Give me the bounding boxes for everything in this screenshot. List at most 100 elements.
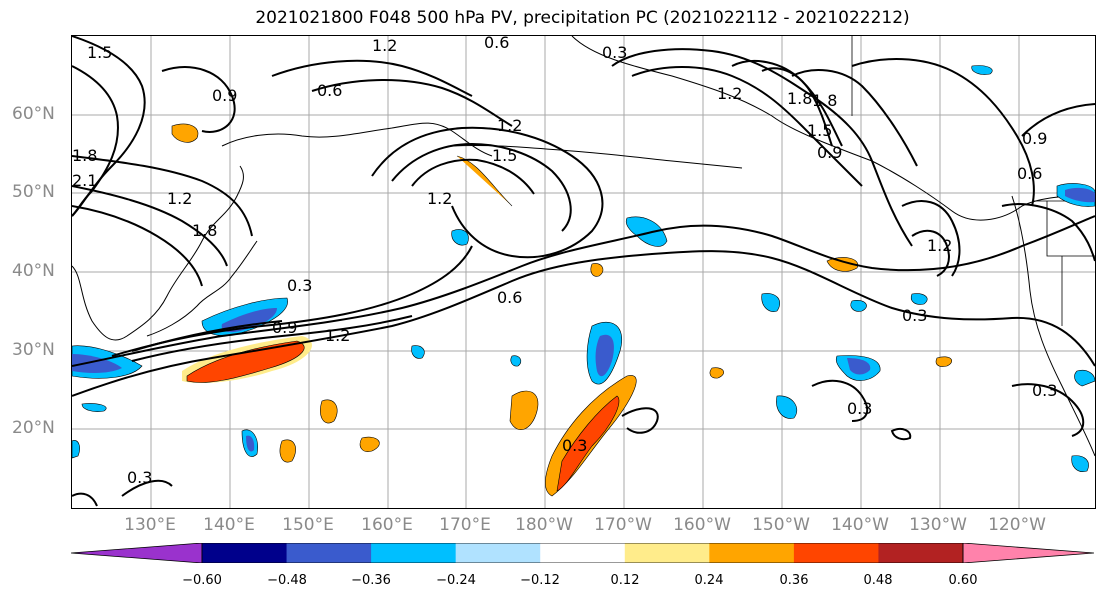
lon-label-130w: 130°W	[909, 515, 967, 535]
contour-1-2	[131, 315, 413, 362]
contour-east-3	[911, 229, 950, 277]
colorbar-arrow-right	[962, 543, 1094, 563]
lon-label-150e: 150°E	[282, 515, 334, 535]
borders	[851, 36, 1095, 326]
map-svg: 1.5 1.2 0.6 0.3 0.9 0.6 1.5 2.1 1.8 1.2 …	[72, 36, 1095, 508]
contour-0-3-south	[72, 250, 1095, 397]
colorbar-tick-label: −0.24	[436, 573, 476, 588]
contour-ne	[1021, 103, 1095, 137]
contour-east-2	[901, 200, 961, 277]
lon-label-130e: 130°E	[124, 515, 176, 535]
contour-label: 1.8	[192, 221, 217, 240]
contour-label: 1.2	[927, 236, 952, 255]
contour-west-4	[72, 185, 228, 267]
contour-label: 1.5	[492, 146, 517, 165]
contour-label: 0.6	[497, 288, 522, 307]
map-title: 2021021800 F048 500 hPa PV, precipitatio…	[255, 8, 910, 28]
lon-label-180w: 180°W	[515, 515, 573, 535]
contour-0-6	[72, 215, 1095, 367]
contour-03-small-1	[811, 379, 869, 422]
lon-label-170w: 170°W	[594, 515, 652, 535]
coast-us-west	[1011, 195, 1095, 457]
precip-shading	[72, 65, 1095, 497]
lat-label-40n: 40°N	[12, 261, 55, 281]
lat-label-20n: 20°N	[12, 418, 55, 438]
colorbar-tick-label: −0.60	[182, 573, 222, 588]
contour-label: 1.5	[87, 43, 112, 62]
colorbar-segments	[202, 543, 964, 563]
contour-label: 0.9	[817, 143, 842, 162]
colorbar-segment	[878, 543, 964, 563]
lat-label-30n: 30°N	[12, 340, 55, 360]
lon-label-140e: 140°E	[203, 515, 255, 535]
colorbar-arrow-left	[71, 543, 203, 563]
colorbar-tick-label: −0.36	[351, 573, 391, 588]
colorbar-segment	[624, 543, 710, 563]
contour-label: 0.6	[484, 36, 509, 52]
contour-label: 0.9	[212, 86, 237, 105]
colorbar-segment	[455, 543, 541, 563]
colorbar-tick-label: 0.48	[863, 573, 893, 588]
contour-03-small-2	[1011, 383, 1085, 437]
colorbar	[71, 543, 1094, 563]
contour-label: 1.5	[807, 121, 832, 140]
contour-gulf-5	[791, 69, 918, 167]
lon-label-120w: 120°W	[988, 515, 1046, 535]
colorbar-segment	[286, 543, 372, 563]
contour-label: 0.6	[1017, 164, 1042, 183]
contour-north-1	[271, 59, 473, 97]
contour-03-small-loop	[890, 428, 912, 441]
contour-loop-3	[411, 158, 535, 195]
contour-label: 1.2	[167, 189, 192, 208]
coast-east-asia	[72, 165, 244, 341]
colorbar-tick-label: −0.12	[520, 573, 560, 588]
lon-label-160e: 160°E	[361, 515, 413, 535]
contour-east-1	[851, 58, 1035, 207]
contour-label: 1.2	[717, 84, 742, 103]
colorbar-tick-label: 0.12	[610, 573, 640, 588]
coastlines	[72, 36, 1095, 457]
contour-gulf-1	[611, 48, 913, 247]
colorbar-tick-label: 0.60	[948, 573, 978, 588]
contour-label: 0.3	[127, 468, 152, 487]
contour-loop-2	[391, 142, 572, 232]
lat-label-60n: 60°N	[12, 104, 55, 124]
contour-label: 1.2	[427, 189, 452, 208]
contour-label: 2.1	[72, 171, 97, 190]
contour-loop-1	[371, 126, 604, 259]
contour-label: 0.3	[847, 399, 872, 418]
coast-kamchatka	[221, 122, 493, 157]
lon-label-150w: 150°W	[752, 515, 810, 535]
coast-alaska-bc	[571, 36, 1095, 221]
contour-label: 0.3	[287, 276, 312, 295]
contour-label: 0.3	[1032, 381, 1057, 400]
contour-label: 0.9	[1022, 129, 1047, 148]
pv-contours	[72, 36, 1095, 507]
colorbar-tick-label: 0.24	[694, 573, 724, 588]
aleutian-chain	[451, 144, 743, 169]
lat-label-50n: 50°N	[12, 182, 55, 202]
coast-japan	[146, 240, 258, 337]
contour-north-2	[311, 79, 513, 127]
contour-label: 1.2	[372, 36, 397, 55]
lon-label-170e: 170°E	[439, 515, 491, 535]
colorbar-segment	[793, 543, 879, 563]
contour-03-small-3	[621, 407, 659, 434]
contour-west-2	[72, 65, 119, 217]
colorbar-segment	[371, 543, 457, 563]
colorbar-tick-label: 0.36	[779, 573, 809, 588]
contour-label: 1.2	[497, 116, 522, 135]
colorbar-segment	[709, 543, 795, 563]
lon-label-140w: 140°W	[831, 515, 889, 535]
contour-label: 1.8	[72, 146, 97, 165]
contour-label: 0.3	[602, 43, 627, 62]
contour-gulf-2	[631, 66, 863, 187]
contour-gulf-4	[761, 67, 833, 147]
contour-1-5	[131, 320, 283, 352]
contour-label: 0.6	[317, 81, 342, 100]
contour-label: 1.8	[787, 89, 812, 108]
contour-west-3	[72, 155, 253, 237]
colorbar-tick-label: −0.48	[267, 573, 307, 588]
colorbar-segment	[540, 543, 626, 563]
contour-label: 1.8	[812, 91, 837, 110]
